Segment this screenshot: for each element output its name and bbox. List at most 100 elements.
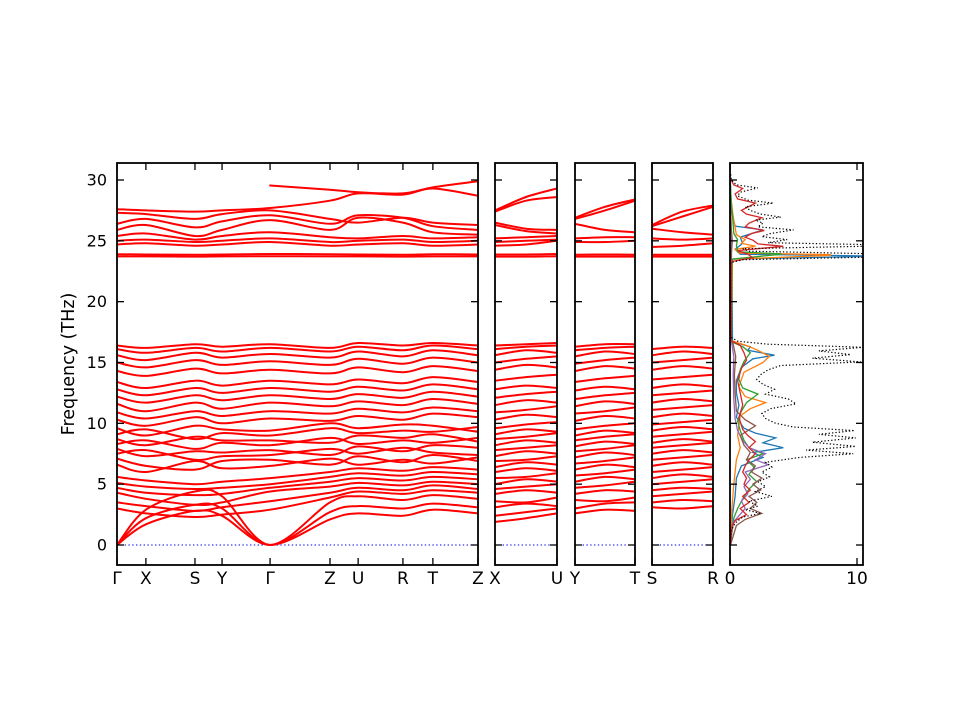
phonon-band	[575, 374, 635, 383]
phonon-band	[495, 455, 557, 462]
phonon-band	[495, 507, 557, 517]
phonon-band	[495, 355, 557, 364]
kpoint-label: R	[397, 569, 409, 589]
phonon-band	[117, 444, 478, 458]
phonon-band	[652, 356, 713, 364]
phonon-band	[575, 444, 635, 453]
phonon-band	[495, 428, 557, 436]
phonon-band	[117, 383, 478, 397]
phonon-band	[575, 236, 635, 240]
phonon-band	[495, 384, 557, 391]
phonon-band	[495, 253, 557, 256]
y-tick-label: 5	[97, 475, 107, 494]
phonon-band	[652, 397, 713, 404]
phonon-band	[495, 196, 557, 213]
phonon-band	[495, 439, 557, 447]
phonon-band	[495, 363, 557, 371]
panel-frame	[494, 162, 558, 566]
phonon-band	[117, 187, 478, 213]
phonon-band	[575, 475, 635, 483]
pdos-red-curve	[730, 178, 784, 546]
kpoint-label: S	[647, 569, 658, 589]
phonon-band	[117, 470, 478, 491]
phonon-band	[652, 441, 713, 449]
phonon-band	[652, 365, 713, 371]
phonon-band	[652, 473, 713, 480]
phonon-band	[495, 444, 557, 452]
phonon-band	[495, 238, 557, 243]
phonon-band	[117, 484, 478, 512]
phonon-band	[495, 349, 557, 357]
phonon-band	[495, 502, 557, 509]
phonon-band	[495, 461, 557, 469]
phonon-band	[495, 450, 557, 458]
phonon-band	[117, 216, 478, 238]
phonon-band	[117, 397, 478, 413]
phonon-band	[495, 405, 557, 414]
phonon-band	[652, 486, 713, 492]
phonon-band	[117, 252, 478, 256]
phonon-band	[117, 237, 478, 244]
phonon-band	[652, 449, 713, 455]
phonon-band	[117, 475, 478, 497]
phonon-band	[495, 489, 557, 495]
phonon-band	[652, 438, 713, 444]
kpoint-label: T	[629, 569, 641, 589]
phonon-band	[652, 454, 713, 461]
phonon-band	[117, 376, 478, 390]
phonon-band	[652, 350, 713, 357]
phonon-band	[117, 349, 478, 362]
phonon-band	[117, 453, 478, 471]
dos-x-tick-label: 0	[725, 569, 736, 589]
phonon-band	[575, 508, 635, 515]
phonon-band	[652, 490, 713, 498]
phonon-band	[575, 345, 635, 352]
phonon-band	[652, 204, 713, 226]
phonon-band	[652, 389, 713, 397]
phonon-band	[575, 414, 635, 422]
kpoint-label: S	[190, 569, 201, 589]
kpoint-label: Y	[216, 569, 228, 589]
phonon-band	[495, 478, 557, 486]
panel-s-r	[652, 204, 713, 546]
phonon-band	[495, 390, 557, 399]
phonon-band	[575, 451, 635, 459]
phonon-band	[575, 199, 635, 220]
phonon-band	[575, 422, 635, 431]
phonon-band	[495, 221, 557, 231]
kpoint-label: U	[551, 569, 563, 589]
y-tick-label: 10	[87, 414, 107, 433]
phonon-band	[652, 227, 713, 236]
y-axis-label: Frequency (THz)	[59, 293, 79, 436]
phonon-band	[495, 467, 557, 473]
phonon-band	[652, 345, 713, 351]
phonon-band	[652, 430, 713, 438]
phonon-band	[495, 187, 557, 212]
kpoint-label: Z	[324, 569, 336, 589]
phonon-band	[575, 385, 635, 392]
phonon-band	[495, 344, 557, 351]
phonon-band	[575, 239, 635, 244]
phonon-band	[652, 425, 713, 432]
phonon-band	[652, 466, 713, 473]
phonon-band	[117, 341, 478, 349]
y-tick-label: 20	[87, 292, 107, 311]
phonon-band	[575, 406, 635, 415]
phonon-band	[495, 421, 557, 430]
phonon-band	[117, 406, 478, 420]
phonon-band	[495, 483, 557, 490]
pdos-green-curve	[730, 184, 782, 546]
pdos-orange-curve	[730, 189, 831, 546]
phonon-band	[575, 468, 635, 477]
phonon-band	[117, 412, 478, 427]
phonon-band	[575, 501, 635, 510]
phonon-band	[575, 496, 635, 503]
phonon-band	[652, 205, 713, 228]
kpoint-label: Y	[569, 569, 581, 589]
phonon-band	[652, 418, 713, 426]
panel-frame	[574, 162, 636, 566]
phonon-band	[117, 231, 478, 241]
